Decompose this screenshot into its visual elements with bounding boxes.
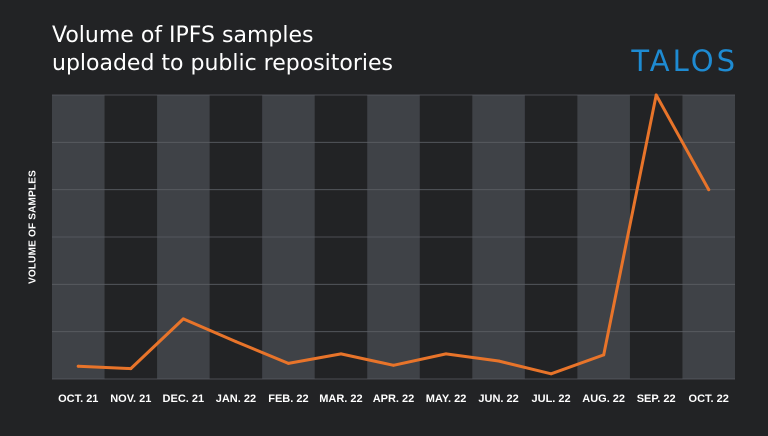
x-tick-label: OCT. 22 [689,393,729,405]
data-point [129,367,133,371]
x-tick-label: OCT. 21 [58,393,98,405]
data-point [181,317,185,321]
x-tick-labels: OCT. 21 NOV. 21 DEC. 21 JAN. 22 FEB. 22 MAR. … [58,393,729,405]
chart-title-line-1: Volume of IPFS samples [52,23,314,48]
data-point [654,93,658,97]
x-tick-label: AUG. 22 [582,393,625,405]
x-tick-label: MAY. 22 [426,393,467,405]
x-tick-label: JAN. 22 [216,393,256,405]
x-tick-label: NOV. 21 [110,393,151,405]
data-point [497,359,501,363]
x-tick-label: DEC. 21 [163,393,205,405]
x-tick-label: MAR. 22 [319,393,362,405]
data-point [707,188,711,192]
data-point [339,352,343,356]
series-line-group [76,93,711,376]
chart-title-line-2: uploaded to public repositories [52,51,394,76]
grid-lines [52,94,735,380]
data-point [549,372,553,376]
data-point [392,363,395,367]
data-point [602,353,606,357]
x-tick-label: JUL. 22 [532,393,571,405]
data-point [444,352,448,356]
data-point [76,364,80,368]
chart-title: Volume of IPFS samples uploaded to publi… [52,22,393,78]
data-point [234,340,238,344]
x-tick-label: APR. 22 [373,393,415,405]
talos-logo: TALOS [631,44,738,78]
x-tick-label: FEB. 22 [268,393,308,405]
x-tick-label: JUN. 22 [478,393,518,405]
data-point [286,361,290,365]
x-tick-label: SEP. 22 [637,393,676,405]
